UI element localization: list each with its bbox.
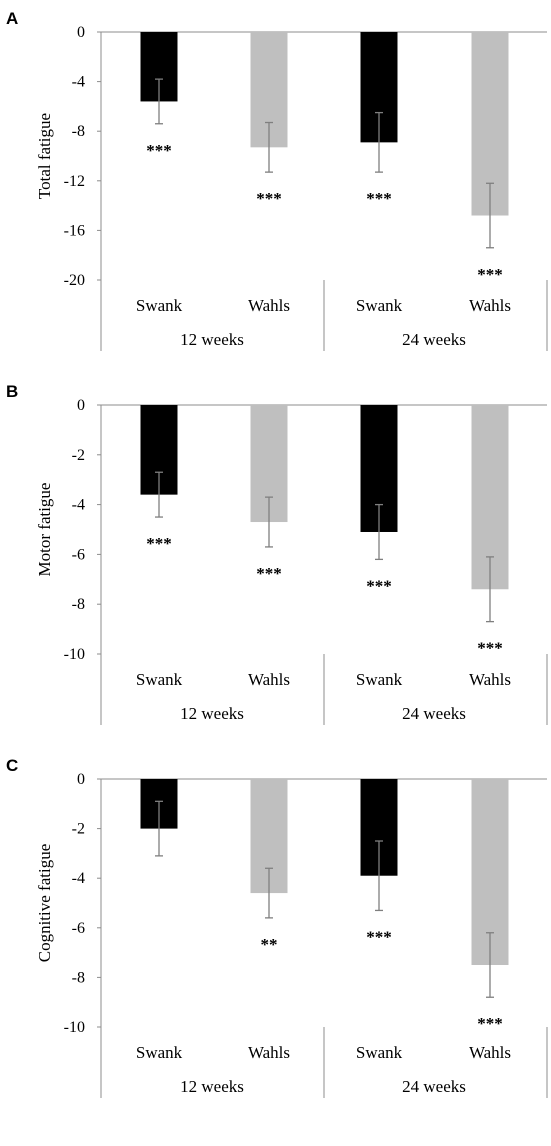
significance-marker: *** [477,1014,503,1033]
x-group-label: 12 weeks [180,1077,244,1096]
y-tick-label: -8 [72,969,85,986]
significance-marker: *** [477,265,503,284]
significance-marker: *** [256,189,282,208]
significance-marker: *** [366,576,392,595]
significance-marker: *** [146,141,172,160]
significance-marker: ** [261,935,278,954]
x-group-label: 24 weeks [402,1077,466,1096]
significance-marker: *** [146,534,172,553]
y-tick-label: -4 [72,870,85,887]
y-tick-label: -2 [72,821,85,838]
y-tick-label: -8 [72,596,85,613]
panel-letter: C [6,756,18,775]
panel-a: A Total fatigue 0 -4 -8 -12 -16 -20 *** *** *** ***… [6,9,548,351]
panel-letter: A [6,9,18,28]
x-category-label: Swank [356,670,403,689]
x-group-label: 12 weeks [180,330,244,349]
significance-marker: *** [366,927,392,946]
y-tick-label: 0 [77,24,85,41]
significance-marker: *** [477,639,503,658]
panel-b: B Motor fatigue 0 -2 -4 -6 -8 -10 *** *** *** *** Sw… [6,382,548,725]
x-category-label: Swank [136,296,183,315]
x-category-label: Wahls [248,1043,290,1062]
x-group-label: 12 weeks [180,704,244,723]
x-group-label: 24 weeks [402,330,466,349]
x-group-label: 24 weeks [402,704,466,723]
y-tick-label: -6 [72,920,85,937]
panel-letter: B [6,382,18,401]
y-axis-label: Total fatigue [35,113,54,199]
y-tick-label: -6 [72,546,85,563]
x-category-label: Wahls [248,670,290,689]
significance-marker: *** [256,564,282,583]
x-category-label: Wahls [469,1043,511,1062]
x-category-label: Swank [136,670,183,689]
y-tick-label: -10 [64,646,85,663]
y-tick-label: 0 [77,397,85,414]
y-tick-label: -2 [72,447,85,464]
y-tick-label: -8 [72,123,85,140]
x-category-label: Wahls [248,296,290,315]
x-category-label: Swank [136,1043,183,1062]
y-tick-label: -10 [64,1019,85,1036]
y-tick-label: -4 [72,74,85,91]
y-tick-label: 0 [77,771,85,788]
x-category-label: Swank [356,296,403,315]
y-axis-label: Motor fatigue [35,483,54,577]
y-tick-label: -16 [64,222,85,239]
x-category-label: Wahls [469,670,511,689]
x-category-label: Wahls [469,296,511,315]
x-category-label: Swank [356,1043,403,1062]
significance-marker: *** [366,189,392,208]
y-tick-label: -20 [64,272,85,289]
y-tick-label: -12 [64,173,85,190]
y-axis-label: Cognitive fatigue [35,844,54,963]
y-tick-label: -4 [72,497,85,514]
